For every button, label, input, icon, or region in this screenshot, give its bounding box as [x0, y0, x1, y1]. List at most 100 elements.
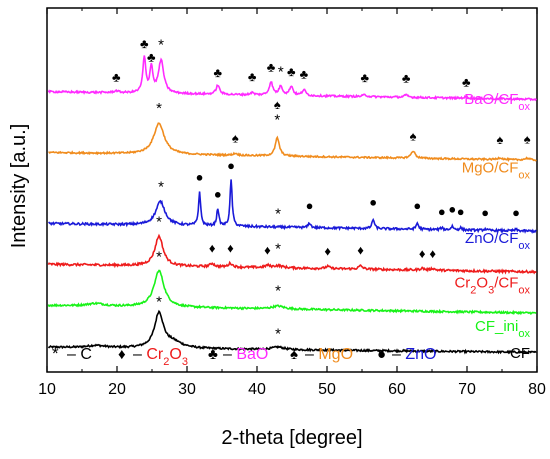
x-tick-label: 20: [108, 381, 126, 398]
legend-item: – BaO: [223, 346, 268, 363]
series-label-cf-ini: CF_iniox: [475, 318, 530, 340]
series-label-text: O: [476, 275, 488, 292]
peak-marker: ●: [413, 198, 421, 213]
x-tick-label: 70: [458, 381, 476, 398]
series-bao: [47, 55, 538, 102]
peak-marker: ●: [438, 204, 446, 219]
peak-marker: *: [275, 326, 281, 343]
peak-marker: ♣: [214, 65, 223, 80]
series-label-zno: ZnO/CFox: [465, 230, 530, 252]
legend-subscript: 3: [182, 356, 188, 368]
series-label-text: Cr: [454, 275, 470, 292]
x-tick-label: 10: [38, 381, 56, 398]
x-tick-label: 80: [528, 381, 546, 398]
peak-marker: ●: [196, 170, 204, 185]
series-label-subscript: 2: [470, 285, 476, 297]
series-label-subscript: ox: [518, 328, 530, 340]
peak-marker: ♣: [267, 59, 276, 74]
x-tick-label: 40: [248, 381, 266, 398]
series-label-cr2o3: Cr2O3/CFox: [454, 275, 530, 297]
legend-symbol: ♠: [290, 346, 298, 363]
series-label-text: CF: [510, 345, 530, 362]
peak-marker: ♠: [524, 131, 531, 146]
peak-marker: ♣: [147, 50, 156, 65]
legend-dash: –: [223, 346, 236, 363]
peak-marker: ●: [214, 186, 222, 201]
peak-marker: *: [156, 249, 162, 266]
series-cf-ini: [47, 269, 537, 316]
legend-text: BaO: [236, 346, 268, 363]
series-label-subscript: ox: [518, 170, 530, 182]
peak-marker: ♣: [462, 74, 471, 89]
series-label-mgo: MgO/CFox: [462, 160, 531, 182]
legend-item: – C: [67, 346, 92, 363]
legend-dash: –: [133, 346, 146, 363]
legend-dash: –: [67, 346, 80, 363]
series-label-cf: CF: [510, 345, 530, 362]
peak-marker: ♣: [248, 69, 257, 84]
peak-marker: ♣: [287, 64, 296, 79]
peak-marker: ●: [457, 204, 465, 219]
peak-marker: ♦: [264, 242, 271, 257]
legend-text: C: [80, 346, 92, 363]
peak-marker: ♦: [209, 241, 216, 256]
peak-marker: ●: [306, 198, 314, 213]
legend-symbol: ♦: [118, 346, 126, 363]
x-tick-label: 50: [318, 381, 336, 398]
legend-text: O: [169, 346, 181, 363]
peak-marker: ♦: [357, 242, 364, 257]
peak-marker: ♦: [419, 246, 426, 261]
peak-marker: *: [275, 283, 281, 300]
legend-text: ZnO: [405, 346, 436, 363]
series-label-text: ZnO/CF: [465, 230, 518, 247]
series-label-subscript: 3: [488, 285, 494, 297]
series-label-bao: BaO/CFox: [464, 91, 530, 113]
peak-marker: ♠: [410, 128, 417, 143]
peak-marker: *: [156, 100, 162, 117]
series-label-subscript: ox: [518, 240, 530, 252]
y-axis-label: Intensity [a.u.]: [8, 124, 30, 249]
legend-dash: –: [305, 346, 318, 363]
peak-marker: *: [158, 36, 164, 53]
series-label-text: /CF: [494, 275, 518, 292]
peak-marker: ●: [227, 158, 235, 173]
series-label-text: BaO/CF: [464, 91, 518, 108]
legend-symbol: *: [52, 344, 59, 363]
legend-dash: –: [392, 346, 405, 363]
peak-marker: ♠: [232, 131, 239, 146]
plot-frame: [46, 7, 538, 373]
peak-marker: ♦: [324, 244, 331, 259]
series-cf: [47, 309, 537, 355]
peak-marker: ♣: [300, 67, 309, 82]
peak-marker: *: [275, 205, 281, 222]
series-cr2o3: [47, 233, 537, 275]
legend-text: MgO: [318, 346, 353, 363]
peak-marker: ♣: [361, 70, 370, 85]
peak-marker: *: [156, 293, 162, 310]
peak-marker: ♦: [227, 241, 234, 256]
peak-marker: *: [156, 213, 162, 230]
peak-marker: ♠: [496, 132, 503, 147]
peak-marker: ♣: [402, 71, 411, 86]
series-label-text: CF_ini: [475, 318, 518, 335]
series-zno: [48, 179, 537, 234]
peak-marker: *: [274, 111, 280, 128]
peak-marker: ♦: [429, 246, 436, 261]
peak-marker: ♣: [140, 36, 149, 51]
legend-symbol: ♣: [208, 346, 218, 363]
peak-marker: ●: [481, 205, 489, 220]
x-axis-label: 2-theta [degree]: [221, 427, 362, 449]
peak-marker: ●: [448, 202, 456, 217]
series-label-text: MgO/CF: [462, 160, 519, 177]
peak-marker: ♣: [112, 70, 121, 85]
peak-marker: ●: [369, 195, 377, 210]
series-label-subscript: ox: [518, 285, 530, 297]
legend-symbol: ●: [377, 346, 386, 363]
legend-item: – ZnO: [392, 346, 436, 363]
x-tick-label: 60: [388, 381, 406, 398]
peak-marker: *: [278, 63, 284, 80]
legend-item: – MgO: [305, 346, 353, 363]
peak-marker: ♠: [274, 97, 281, 112]
